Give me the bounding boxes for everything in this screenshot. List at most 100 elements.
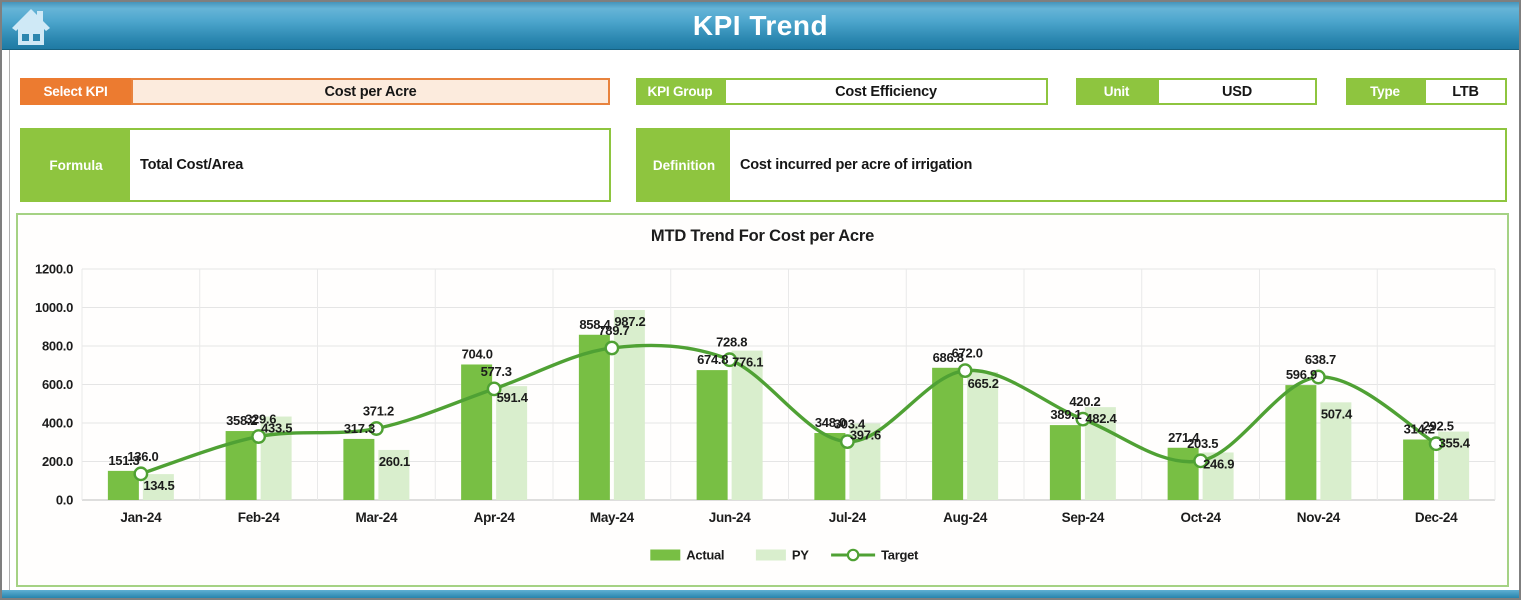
footer-bar: [2, 590, 1519, 598]
target-marker: [368, 421, 384, 436]
target-data-label: 789.7: [598, 323, 629, 338]
bar-py: [496, 386, 528, 500]
bar-actual: [932, 367, 964, 500]
py-data-label: 433.5: [261, 421, 292, 436]
bar-actual: [578, 334, 610, 500]
definition-label: Definition: [638, 130, 730, 200]
py-data-label: 591.4: [497, 390, 529, 405]
actual-data-label: 358.2: [226, 413, 257, 428]
legend-label: Actual: [686, 548, 724, 563]
actual-data-label: 271.4: [1168, 430, 1200, 445]
target-marker: [133, 466, 149, 482]
y-axis-tick-label: 200.0: [42, 454, 73, 469]
target-marker: [1428, 436, 1444, 452]
actual-data-label: 151.3: [108, 453, 139, 468]
x-axis-category-label: Feb-24: [238, 510, 281, 525]
legend-label: PY: [792, 548, 809, 563]
py-data-label: 507.4: [1321, 406, 1353, 421]
actual-data-label: 317.3: [344, 421, 375, 436]
bar-actual: [1049, 425, 1081, 500]
bar-py: [967, 371, 999, 500]
target-marker: [722, 352, 738, 368]
y-axis-tick-label: 800.0: [42, 339, 73, 354]
target-data-label: 292.5: [1423, 419, 1454, 434]
bar-py: [1320, 402, 1352, 500]
bar-actual: [696, 370, 728, 500]
actual-data-label: 596.9: [1286, 367, 1317, 382]
formula-value: Total Cost/Area: [140, 157, 244, 173]
select-kpi-label: Select KPI: [20, 78, 131, 105]
target-marker: [957, 363, 973, 379]
bar-py: [260, 416, 292, 500]
target-marker: [1193, 453, 1209, 469]
target-marker: [486, 381, 502, 397]
actual-data-label: 704.0: [462, 346, 493, 361]
target-data-label: 303.4: [834, 417, 866, 432]
target-data-label: 329.6: [245, 412, 276, 427]
home-icon: [12, 9, 50, 45]
y-axis-tick-label: 0.0: [56, 493, 73, 508]
actual-data-label: 674.8: [697, 352, 728, 367]
x-axis-category-label: Nov-24: [1297, 510, 1341, 525]
legend-target-marker: [846, 548, 860, 562]
bar-actual: [343, 438, 375, 500]
x-axis-category-label: Mar-24: [356, 510, 399, 525]
target-marker: [1310, 369, 1326, 385]
target-marker: [839, 434, 855, 449]
actual-data-label: 389.1: [1050, 407, 1081, 422]
bar-actual: [1285, 385, 1317, 500]
legend-swatch: [755, 549, 786, 561]
formula-box: Formula Total Cost/Area: [20, 128, 611, 202]
bar-py: [378, 449, 410, 500]
definition-box: Definition Cost incurred per acre of irr…: [636, 128, 1507, 202]
x-axis-category-label: Apr-24: [474, 510, 516, 525]
formula-label: Formula: [22, 130, 130, 200]
py-data-label: 665.2: [968, 376, 999, 391]
py-data-label: 776.1: [732, 355, 763, 370]
py-data-label: 482.4: [1085, 411, 1117, 426]
bar-py: [849, 423, 881, 500]
target-marker: [1075, 411, 1091, 427]
home-button[interactable]: [10, 7, 52, 47]
y-axis-tick-label: 400.0: [42, 416, 73, 431]
target-data-label: 371.2: [363, 404, 394, 419]
target-data-label: 136.0: [127, 449, 158, 464]
legend-swatch: [650, 549, 681, 561]
unit-value: USD: [1157, 78, 1317, 105]
kpi-group-label: KPI Group: [636, 78, 724, 105]
target-data-label: 577.3: [481, 364, 512, 379]
unit-label: Unit: [1076, 78, 1157, 105]
target-marker: [251, 429, 267, 444]
py-data-label: 397.6: [850, 427, 881, 442]
actual-data-label: 858.4: [579, 317, 611, 332]
definition-value: Cost incurred per acre of irrigation: [740, 157, 973, 173]
target-data-label: 203.5: [1187, 436, 1218, 451]
py-data-label: 134.5: [143, 478, 174, 493]
py-data-label: 260.1: [379, 454, 410, 469]
left-edge-divider: [9, 50, 10, 595]
legend-label: Target: [881, 548, 919, 563]
bar-actual: [107, 470, 139, 500]
actual-data-label: 686.8: [933, 350, 964, 365]
y-axis-tick-label: 1000.0: [35, 300, 73, 315]
kpi-group-value: Cost Efficiency: [724, 78, 1048, 105]
target-data-label: 638.7: [1305, 352, 1336, 367]
x-axis-category-label: Jan-24: [120, 510, 162, 525]
actual-data-label: 348.0: [815, 415, 846, 430]
x-axis-category-label: Dec-24: [1415, 510, 1458, 525]
x-axis-category-label: May-24: [590, 510, 635, 525]
bar-py: [142, 474, 174, 500]
type-label: Type: [1346, 78, 1424, 105]
actual-data-label: 314.2: [1404, 422, 1435, 437]
py-data-label: 355.4: [1439, 436, 1471, 451]
select-kpi-dropdown[interactable]: Cost per Acre: [131, 78, 610, 105]
target-data-label: 728.8: [716, 335, 747, 350]
bar-py: [731, 350, 763, 500]
chart-title: MTD Trend For Cost per Acre: [650, 227, 875, 245]
py-data-label: 987.2: [614, 314, 645, 329]
y-axis-tick-label: 1200.0: [35, 262, 73, 277]
x-axis-category-label: Oct-24: [1181, 510, 1222, 525]
bar-actual: [1167, 447, 1199, 500]
x-axis-category-label: Sep-24: [1062, 510, 1105, 525]
